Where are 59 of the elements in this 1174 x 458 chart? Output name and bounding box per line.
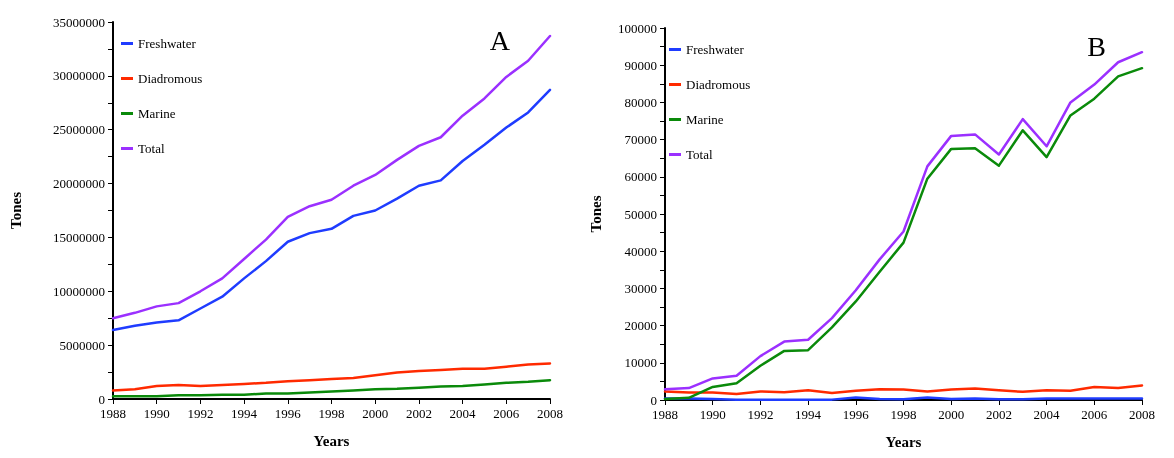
x-tick-label: 1988: [652, 407, 678, 422]
x-tick-label: 1990: [699, 407, 726, 422]
x-tick-label: 2006: [493, 406, 520, 421]
legend-label: Freshwater: [686, 42, 745, 57]
legend-label: Marine: [138, 106, 176, 121]
x-tick-label: 2008: [537, 406, 563, 421]
legend-label: Diadromous: [138, 71, 203, 86]
legend-label: Diadromous: [686, 77, 751, 92]
x-tick-label: 2004: [1033, 407, 1061, 422]
y-tick-label: 10000000: [53, 283, 105, 299]
x-tick-label: 1994: [231, 406, 258, 421]
y-tick-label: 30000000: [53, 68, 105, 84]
x-tick-label: 2002: [985, 407, 1012, 422]
x-tick-label: 1988: [100, 406, 126, 421]
x-axis-title: Years: [313, 432, 350, 449]
legend-label: Total: [686, 147, 713, 162]
legend-label: Marine: [686, 112, 724, 127]
y-tick-label: 20000000: [53, 176, 105, 192]
line-series: [111, 362, 552, 392]
y-tick-label: 70000: [624, 132, 657, 148]
y-tick-label: 80000: [624, 94, 657, 110]
x-tick-label: 2002: [405, 406, 432, 421]
y-tick-label: 30000: [624, 280, 657, 296]
x-tick-label: 1996: [842, 407, 870, 422]
legend-label: Total: [138, 141, 165, 156]
x-tick-label: 1998: [318, 406, 345, 421]
line-series: [111, 34, 552, 320]
y-tick-label: 100000: [618, 20, 657, 36]
x-tick-label: 1996: [274, 406, 302, 421]
line-series: [663, 384, 1144, 396]
x-axis-title: Years: [885, 433, 922, 450]
y-tick-label: 50000: [624, 206, 657, 222]
y-axis-title: Tones: [587, 195, 604, 233]
y-tick-label: 25000000: [53, 122, 105, 138]
y-tick-label: 35000000: [53, 14, 105, 30]
y-tick-label: 15000000: [53, 229, 105, 245]
y-tick-label: 60000: [624, 169, 657, 185]
x-tick-label: 2000: [362, 406, 389, 421]
x-tick-label: 1994: [795, 407, 822, 422]
line-series: [111, 88, 552, 332]
annotation: B: [1087, 30, 1107, 62]
x-tick-label: 2000: [938, 407, 965, 422]
y-tick-label: 10000: [624, 355, 657, 371]
y-tick-label: 40000: [624, 243, 657, 259]
y-axis-title: Tones: [7, 191, 24, 229]
x-tick-label: 1992: [747, 407, 774, 422]
y-tick-label: 0: [650, 392, 657, 408]
legend-label: Freshwater: [138, 36, 197, 51]
x-tick-label: 2008: [1129, 407, 1155, 422]
y-tick-label: 0: [98, 391, 105, 407]
y-tick-label: 20000: [624, 318, 657, 334]
x-tick-label: 2006: [1081, 407, 1108, 422]
y-tick-label: 5000000: [59, 337, 105, 353]
y-tick-label: 90000: [624, 57, 657, 73]
x-tick-label: 1990: [143, 406, 170, 421]
annotation: A: [489, 24, 511, 56]
x-tick-label: 2004: [449, 406, 477, 421]
x-tick-label: 1998: [890, 407, 917, 422]
x-tick-label: 1992: [187, 406, 214, 421]
